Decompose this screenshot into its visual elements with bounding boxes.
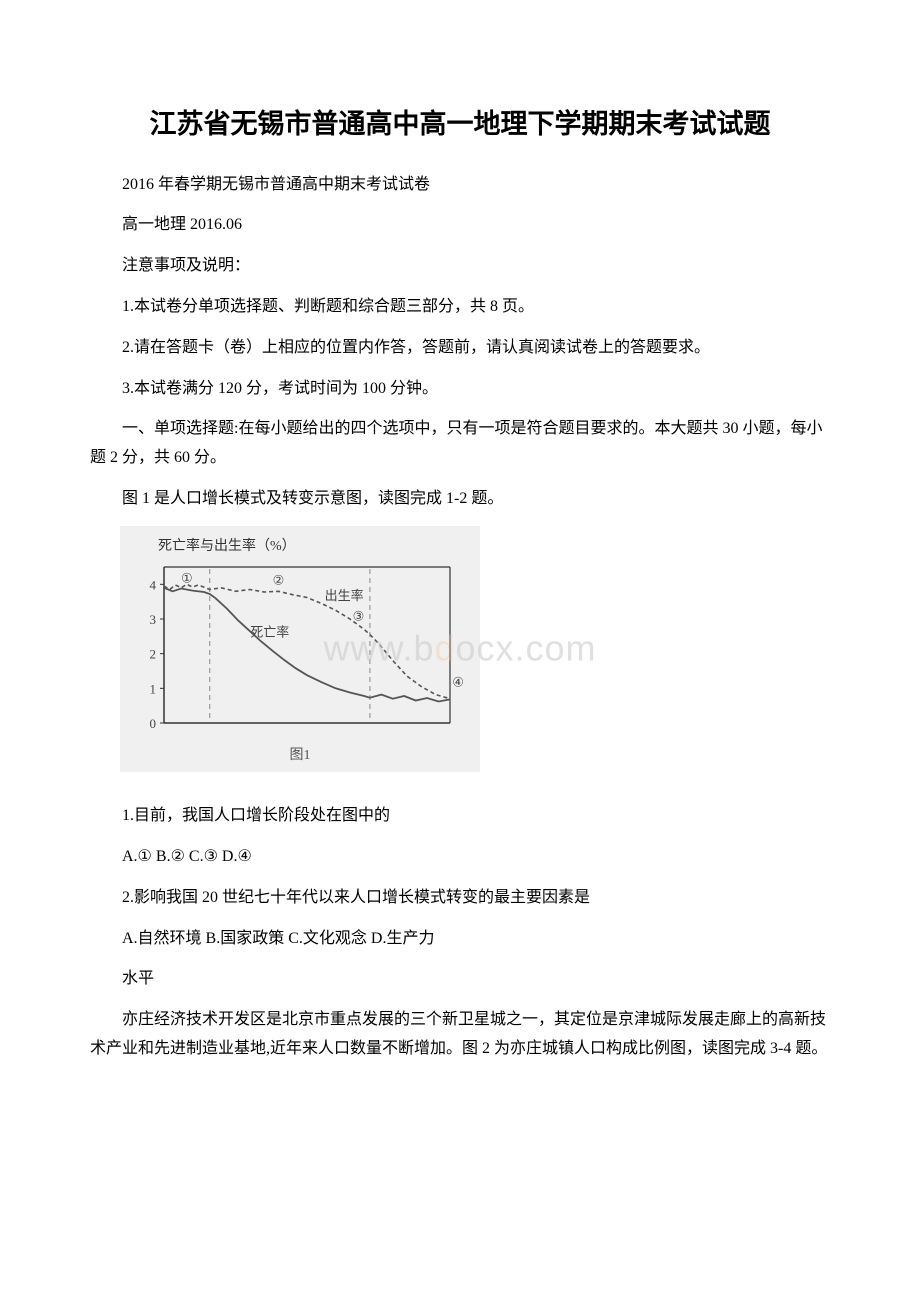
svg-text:1: 1	[150, 681, 157, 696]
question-2: 2.影响我国 20 世纪七十年代以来人口增长模式转变的最主要因素是	[90, 884, 830, 913]
figure-1-chart: 死亡率与出生率（%） 0 1 2 3 4 ① ② ③ ④ 出生率死亡率 图1	[120, 526, 480, 772]
document-title: 江苏省无锡市普通高中高一地理下学期期末考试试题	[90, 100, 830, 149]
figure-1-intro: 图 1 是人口增长模式及转变示意图，读图完成 1-2 题。	[90, 485, 830, 514]
instructions-heading: 注意事项及说明：	[90, 252, 830, 281]
subtitle-2: 高一地理 2016.06	[90, 211, 830, 240]
question-2-options: A.自然环境 B.国家政策 C.文化观念 D.生产力	[90, 925, 830, 954]
level-text: 水平	[90, 965, 830, 994]
population-growth-chart-svg: 0 1 2 3 4 ① ② ③ ④ 出生率死亡率	[130, 561, 470, 741]
subtitle-1: 2016 年春学期无锡市普通高中期末考试试卷	[90, 171, 830, 200]
svg-text:②: ②	[273, 572, 285, 587]
chart-caption: 图1	[130, 743, 470, 768]
question-1: 1.目前，我国人口增长阶段处在图中的	[90, 802, 830, 831]
svg-text:死亡率: 死亡率	[250, 624, 289, 639]
svg-text:0: 0	[150, 716, 157, 731]
svg-text:③: ③	[353, 609, 365, 624]
svg-text:3: 3	[150, 612, 157, 627]
svg-text:④: ④	[452, 675, 464, 690]
instruction-1: 1.本试卷分单项选择题、判断题和综合题三部分，共 8 页。	[90, 293, 830, 322]
svg-text:2: 2	[150, 647, 157, 662]
svg-text:出生率: 出生率	[325, 588, 364, 603]
chart-y-axis-label: 死亡率与出生率（%）	[158, 534, 470, 559]
section-1-heading: 一、单项选择题:在每小题给出的四个选项中，只有一项是符合题目要求的。本大题共 3…	[90, 415, 830, 473]
question-1-options: A.① B.② C.③ D.④	[90, 843, 830, 872]
instruction-3: 3.本试卷满分 120 分，考试时间为 100 分钟。	[90, 375, 830, 404]
svg-text:4: 4	[150, 577, 157, 592]
svg-text:①: ①	[181, 571, 193, 586]
figure-2-intro: 亦庄经济技术开发区是北京市重点发展的三个新卫星城之一，其定位是京津城际发展走廊上…	[90, 1006, 830, 1064]
instruction-2: 2.请在答题卡（卷）上相应的位置内作答，答题前，请认真阅读试卷上的答题要求。	[90, 334, 830, 363]
